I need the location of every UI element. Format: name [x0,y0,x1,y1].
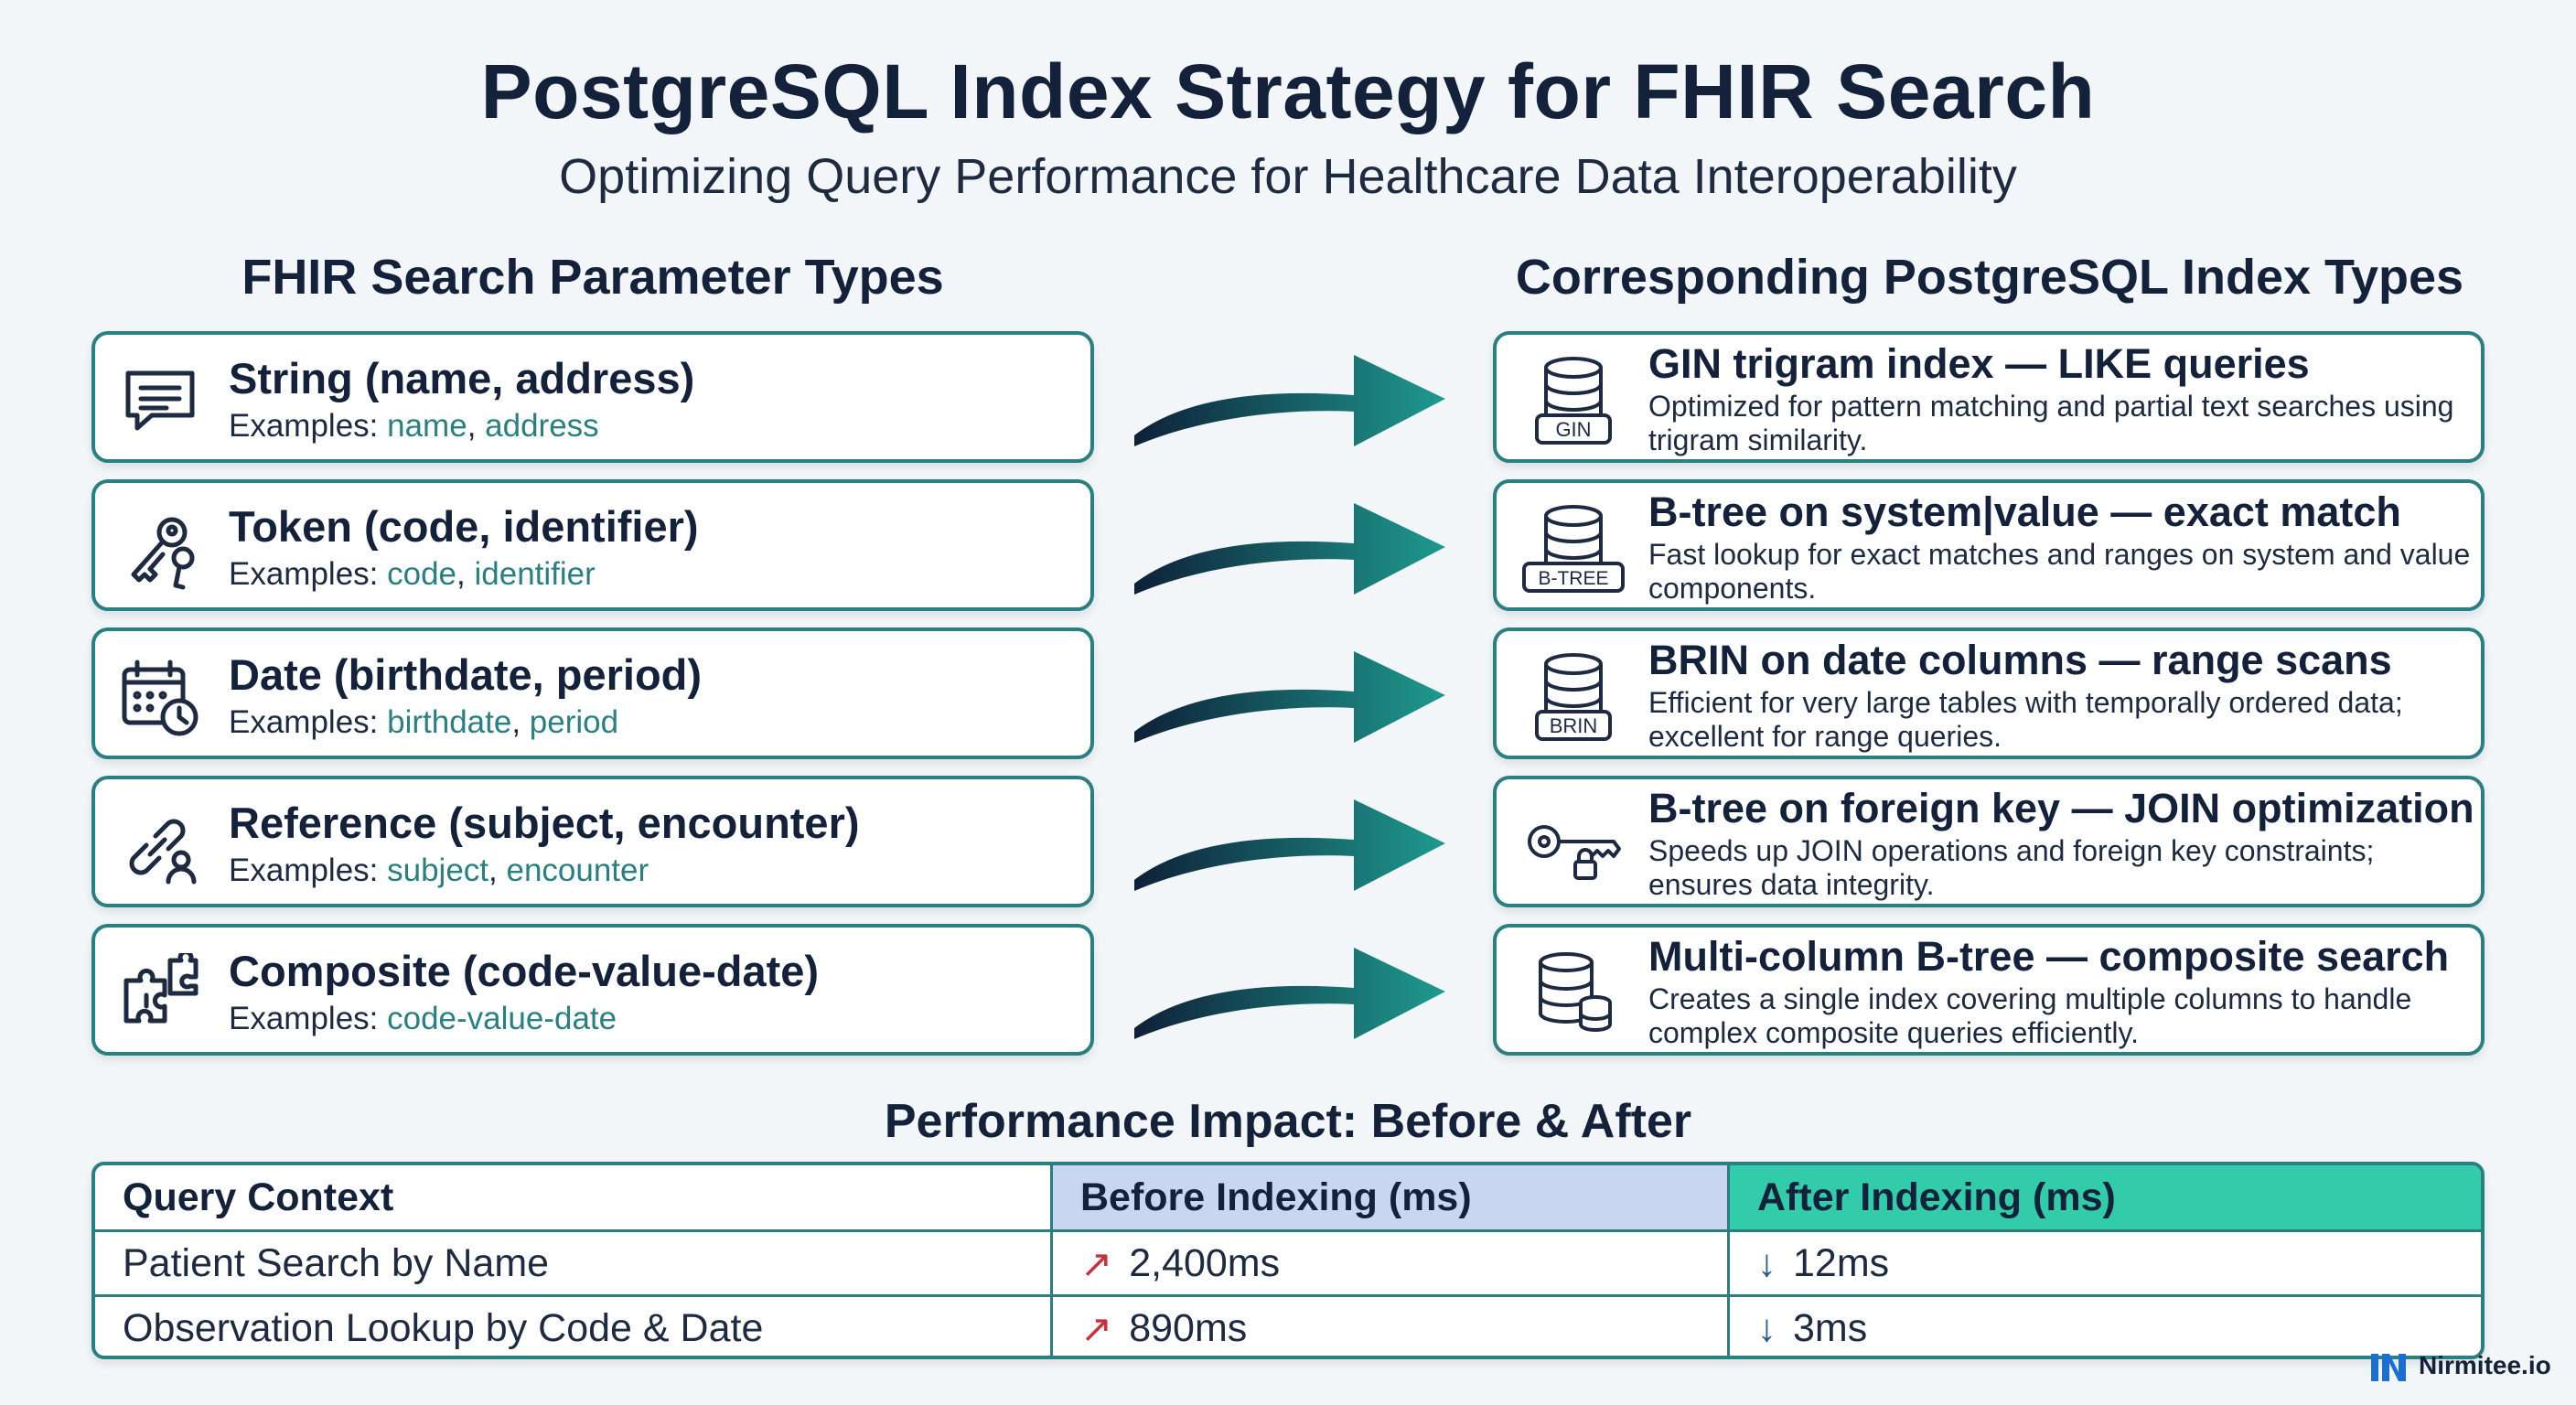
performance-table: Query Context Before Indexing (ms) After… [91,1162,2485,1359]
column-header: Before Indexing (ms) [1050,1165,1727,1229]
param-card-token: Token (code, identifier) Examples: code,… [91,479,1094,611]
index-description: Speeds up JOIN operations and foreign ke… [1648,834,2375,901]
param-examples: Examples: code, identifier [229,556,596,592]
page-title: PostgreSQL Index Strategy for FHIR Searc… [480,48,2096,134]
table-row: Observation Lookup by Code & Date ↗ 890ms… [95,1297,2481,1356]
keys-icon [119,509,201,591]
index-title: B-tree on foreign key — JOIN optimizatio… [1648,785,2474,831]
param-examples: Examples: birthdate, period [229,704,619,740]
table-row: Patient Search by Name ↗ 2,400ms ↓ 12ms [95,1232,2481,1297]
right-column-heading: Corresponding PostgreSQL Index Types [1515,250,2464,305]
index-description: Optimized for pattern matching and parti… [1648,390,2454,456]
database-stack-icon [1520,946,1626,1041]
index-description: Efficient for very large tables with tem… [1648,686,2403,753]
trend-up-icon: ↗ [1080,1306,1113,1350]
mapping-arrow [1134,799,1445,891]
index-title: B-tree on system|value — exact match [1648,488,2401,535]
svg-text:BRIN: BRIN [1550,714,1598,737]
param-examples: Examples: code-value-date [229,1001,617,1036]
index-title: Multi-column B-tree — composite search [1648,933,2450,980]
brand-name: Nirmitee.io [2419,1351,2551,1379]
brand-logo: Nirmitee.io [2369,1348,2551,1383]
link-person-icon [119,805,201,887]
mapping-arrow [1134,503,1445,595]
chat-bubble-icon [119,360,201,443]
database-btree-icon: B-TREE [1520,501,1626,596]
param-card-reference: Reference (subject, encounter) Examples:… [91,776,1094,907]
svg-text:B-TREE: B-TREE [1538,568,1608,589]
param-title: Composite (code-value-date) [229,947,820,995]
index-card-btree: B-TREE B-tree on system|value — exact ma… [1493,479,2485,611]
calendar-clock-icon [119,657,201,739]
mapping-arrow [1134,948,1445,1039]
index-card-foreign-key: B-tree on foreign key — JOIN optimizatio… [1493,776,2485,907]
mapping-arrow [1134,651,1445,743]
key-lock-icon [1520,798,1626,893]
after-cell: ↓ 3ms [1727,1297,2481,1356]
query-context-cell: Patient Search by Name [123,1240,550,1285]
performance-heading: Performance Impact: Before & After [884,1095,1692,1148]
arrow-down-icon: ↓ [1757,1241,1776,1284]
index-card-brin: BRIN BRIN on date columns — range scans … [1493,627,2485,759]
param-title: Token (code, identifier) [229,502,699,551]
before-cell: ↗ 890ms [1050,1297,1727,1356]
query-context-cell: Observation Lookup by Code & Date [123,1305,764,1350]
page-subtitle: Optimizing Query Performance for Healthc… [559,149,2017,204]
left-column-heading: FHIR Search Parameter Types [242,250,944,305]
index-description: Creates a single index covering multiple… [1648,982,2412,1049]
param-title: Reference (subject, encounter) [229,799,860,847]
nirmitee-logo-icon [2371,1354,2406,1381]
index-title: GIN trigram index — LIKE queries [1648,340,2310,387]
param-examples: Examples: subject, encounter [229,853,649,888]
index-card-gin: GIN GIN trigram index — LIKE queries Opt… [1493,331,2485,463]
column-header: Query Context [123,1174,394,1219]
param-title: String (name, address) [229,354,695,402]
column-header: After Indexing (ms) [1727,1165,2481,1229]
database-gin-icon: GIN [1520,353,1626,448]
param-examples: Examples: name, address [229,408,599,444]
before-cell: ↗ 2,400ms [1050,1232,1727,1294]
svg-text:GIN: GIN [1555,418,1591,441]
database-brin-icon: BRIN [1520,649,1626,745]
after-cell: ↓ 12ms [1727,1232,2481,1294]
mapping-arrow [1134,355,1445,446]
index-description: Fast lookup for exact matches and ranges… [1648,538,2471,605]
trend-up-icon: ↗ [1080,1241,1113,1285]
index-title: BRIN on date columns — range scans [1648,637,2392,683]
param-title: Date (birthdate, period) [229,650,703,699]
param-card-string: String (name, address) Examples: name, a… [91,331,1094,463]
index-card-multicolumn: Multi-column B-tree — composite search C… [1493,924,2485,1056]
puzzle-icon [119,949,201,1035]
param-card-composite: Composite (code-value-date) Examples: co… [91,924,1094,1056]
table-header-row: Query Context Before Indexing (ms) After… [95,1165,2481,1232]
param-card-date: Date (birthdate, period) Examples: birth… [91,627,1094,759]
arrow-down-icon: ↓ [1757,1306,1776,1349]
